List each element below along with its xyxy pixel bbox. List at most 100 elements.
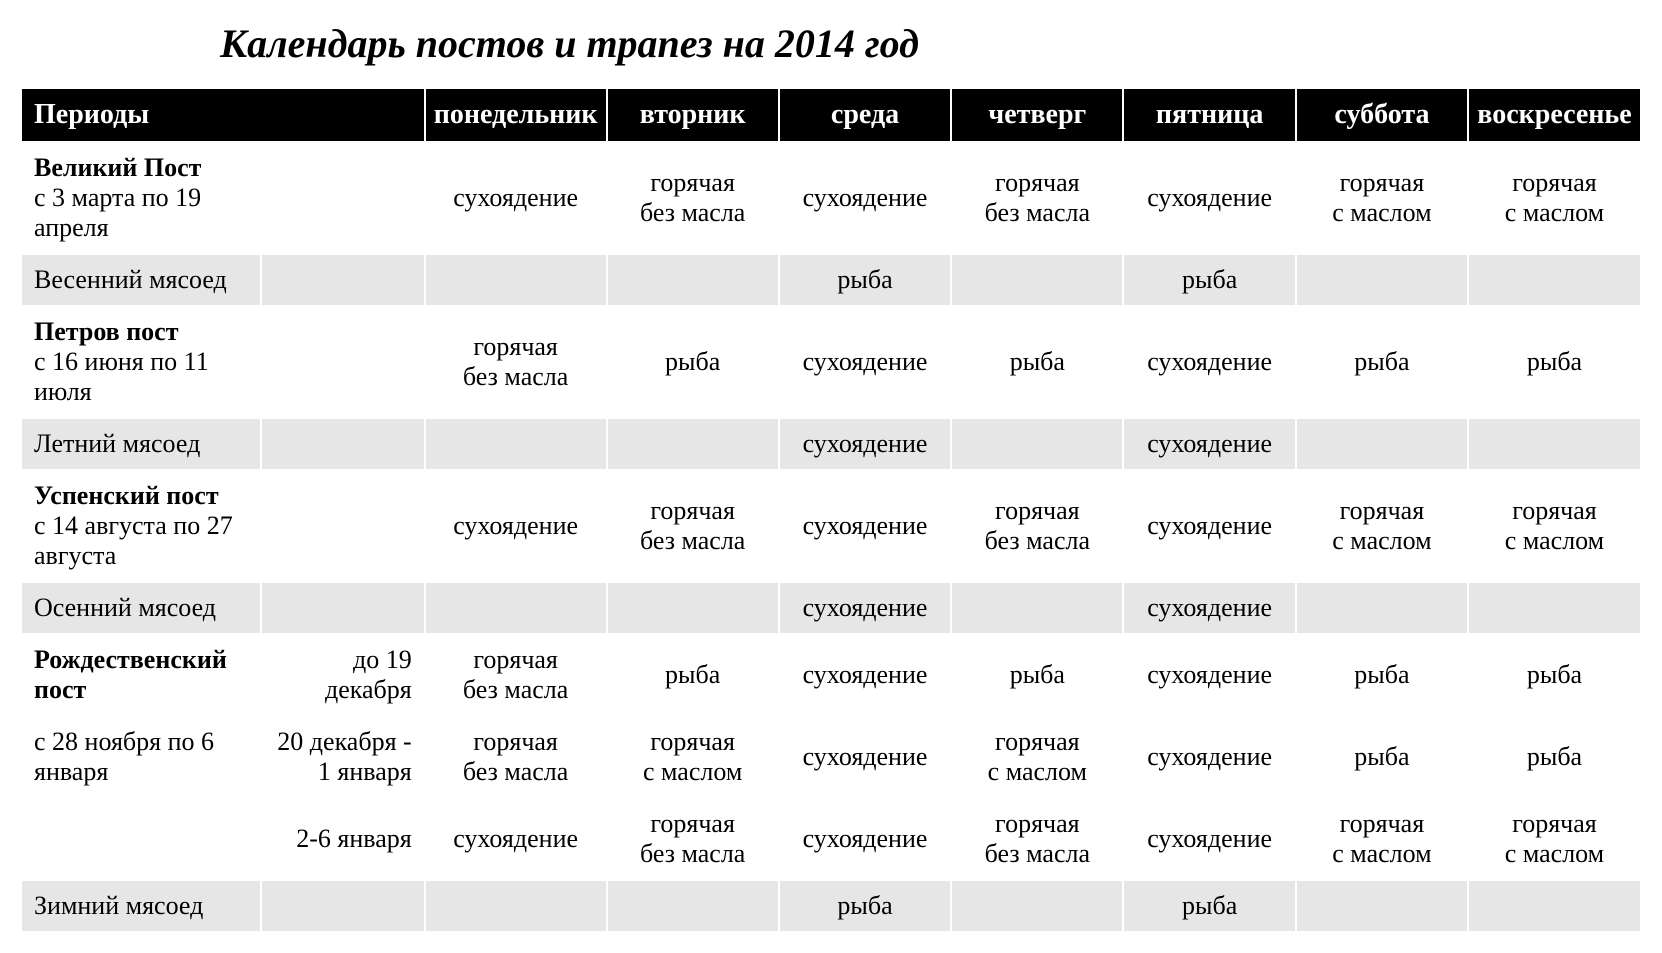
table-row: Петров постс 16 июня по 11 июля горячаябе… <box>21 306 1641 418</box>
period-dates: с 16 июня по 11 июля <box>34 347 252 407</box>
day-cell: рыба <box>1296 634 1468 716</box>
period-cell: Успенский постс 14 августа по 27 августа <box>21 470 261 582</box>
day-cell: сухоядение <box>425 142 607 254</box>
day-cell: сухоядение <box>1123 142 1296 254</box>
table-row: Успенский постс 14 августа по 27 августа… <box>21 470 1641 582</box>
table-row: Осенний мясоедсухоядениесухоядение <box>21 582 1641 634</box>
day-cell: горячаяс маслом <box>1468 798 1641 880</box>
day-cell <box>1296 582 1468 634</box>
day-cell <box>607 418 779 470</box>
day-cell <box>425 254 607 306</box>
period-dates: Осенний мясоед <box>34 593 252 623</box>
day-cell <box>607 880 779 932</box>
period-cell <box>21 798 261 880</box>
day-cell: сухоядение <box>779 798 952 880</box>
day-cell <box>1468 418 1641 470</box>
day-cell: сухоядение <box>779 418 952 470</box>
period-cell: Великий Постс 3 марта по 19 апреля <box>21 142 261 254</box>
day-cell <box>1468 582 1641 634</box>
subperiod-cell <box>261 418 425 470</box>
subperiod-cell <box>261 880 425 932</box>
day-cell: рыба <box>779 254 952 306</box>
table-header-row: Периоды понедельник вторник среда четвер… <box>21 88 1641 142</box>
day-cell <box>951 418 1123 470</box>
day-cell: рыба <box>1468 306 1641 418</box>
subperiod-cell <box>261 142 425 254</box>
day-cell: горячаябез масла <box>425 716 607 798</box>
day-cell: горячаябез масла <box>425 306 607 418</box>
day-cell: рыба <box>951 306 1123 418</box>
subperiod-cell: 2-6 января <box>261 798 425 880</box>
day-cell: сухоядение <box>1123 582 1296 634</box>
day-cell: горячаяс маслом <box>1296 142 1468 254</box>
day-cell: горячаябез масла <box>607 470 779 582</box>
day-cell: горячаябез масла <box>425 634 607 716</box>
day-cell <box>425 880 607 932</box>
period-dates: Летний мясоед <box>34 429 252 459</box>
col-header-thu: четверг <box>951 88 1123 142</box>
period-dates: Зимний мясоед <box>34 891 252 921</box>
table-row: с 28 ноября по 6 января20 декабря - 1 ян… <box>21 716 1641 798</box>
col-header-mon: понедельник <box>425 88 607 142</box>
day-cell <box>951 582 1123 634</box>
day-cell: рыба <box>779 880 952 932</box>
table-row: Рождественский постдо 19 декабрягорячаяб… <box>21 634 1641 716</box>
day-cell <box>1296 254 1468 306</box>
subperiod-cell <box>261 306 425 418</box>
day-cell: сухоядение <box>1123 716 1296 798</box>
day-cell: сухоядение <box>1123 418 1296 470</box>
subperiod-cell: 20 декабря - 1 января <box>261 716 425 798</box>
period-name: Великий Пост <box>34 153 252 183</box>
day-cell <box>425 582 607 634</box>
period-dates: с 14 августа по 27 августа <box>34 511 252 571</box>
day-cell: горячаяс маслом <box>951 716 1123 798</box>
day-cell: горячаяс маслом <box>1296 470 1468 582</box>
day-cell: рыба <box>1123 254 1296 306</box>
day-cell <box>607 254 779 306</box>
day-cell <box>1468 880 1641 932</box>
col-header-fri: пятница <box>1123 88 1296 142</box>
day-cell: сухоядение <box>425 470 607 582</box>
day-cell: рыба <box>607 634 779 716</box>
table-row: Весенний мясоед рыба рыба <box>21 254 1641 306</box>
day-cell: горячаяс маслом <box>607 716 779 798</box>
day-cell: сухоядение <box>1123 306 1296 418</box>
day-cell: сухоядение <box>779 306 952 418</box>
subperiod-cell <box>261 582 425 634</box>
period-dates: с 3 марта по 19 апреля <box>34 183 252 243</box>
day-cell: рыба <box>1123 880 1296 932</box>
day-cell <box>1468 254 1641 306</box>
period-cell: Летний мясоед <box>21 418 261 470</box>
day-cell <box>1296 418 1468 470</box>
day-cell: сухоядение <box>1123 470 1296 582</box>
col-header-sat: суббота <box>1296 88 1468 142</box>
day-cell: рыба <box>1468 716 1641 798</box>
day-cell: горячаяс маслом <box>1296 798 1468 880</box>
day-cell: рыба <box>1296 716 1468 798</box>
day-cell: горячаябез масла <box>951 142 1123 254</box>
period-cell: Зимний мясоед <box>21 880 261 932</box>
subperiod-cell: до 19 декабря <box>261 634 425 716</box>
day-cell: горячаябез масла <box>607 142 779 254</box>
table-row: Летний мясоед сухоядение сухоядение <box>21 418 1641 470</box>
col-header-tue: вторник <box>607 88 779 142</box>
day-cell: сухоядение <box>779 470 952 582</box>
day-cell: горячаяс маслом <box>1468 142 1641 254</box>
day-cell: горячаябез масла <box>951 798 1123 880</box>
day-cell: сухоядение <box>779 634 952 716</box>
col-header-wed: среда <box>779 88 952 142</box>
page-title: Календарь постов и трапез на 2014 год <box>220 20 1642 67</box>
day-cell: сухоядение <box>1123 798 1296 880</box>
period-dates: Весенний мясоед <box>34 265 252 295</box>
day-cell <box>425 418 607 470</box>
day-cell: сухоядение <box>779 142 952 254</box>
day-cell: сухоядение <box>779 716 952 798</box>
period-cell: Петров постс 16 июня по 11 июля <box>21 306 261 418</box>
day-cell: рыба <box>607 306 779 418</box>
subperiod-cell <box>261 254 425 306</box>
day-cell <box>607 582 779 634</box>
fasting-calendar-table: Периоды понедельник вторник среда четвер… <box>20 87 1642 933</box>
table-body: Великий Постс 3 марта по 19 апреля сухояд… <box>21 142 1641 932</box>
col-header-sun: воскресенье <box>1468 88 1641 142</box>
day-cell: горячаябез масла <box>607 798 779 880</box>
